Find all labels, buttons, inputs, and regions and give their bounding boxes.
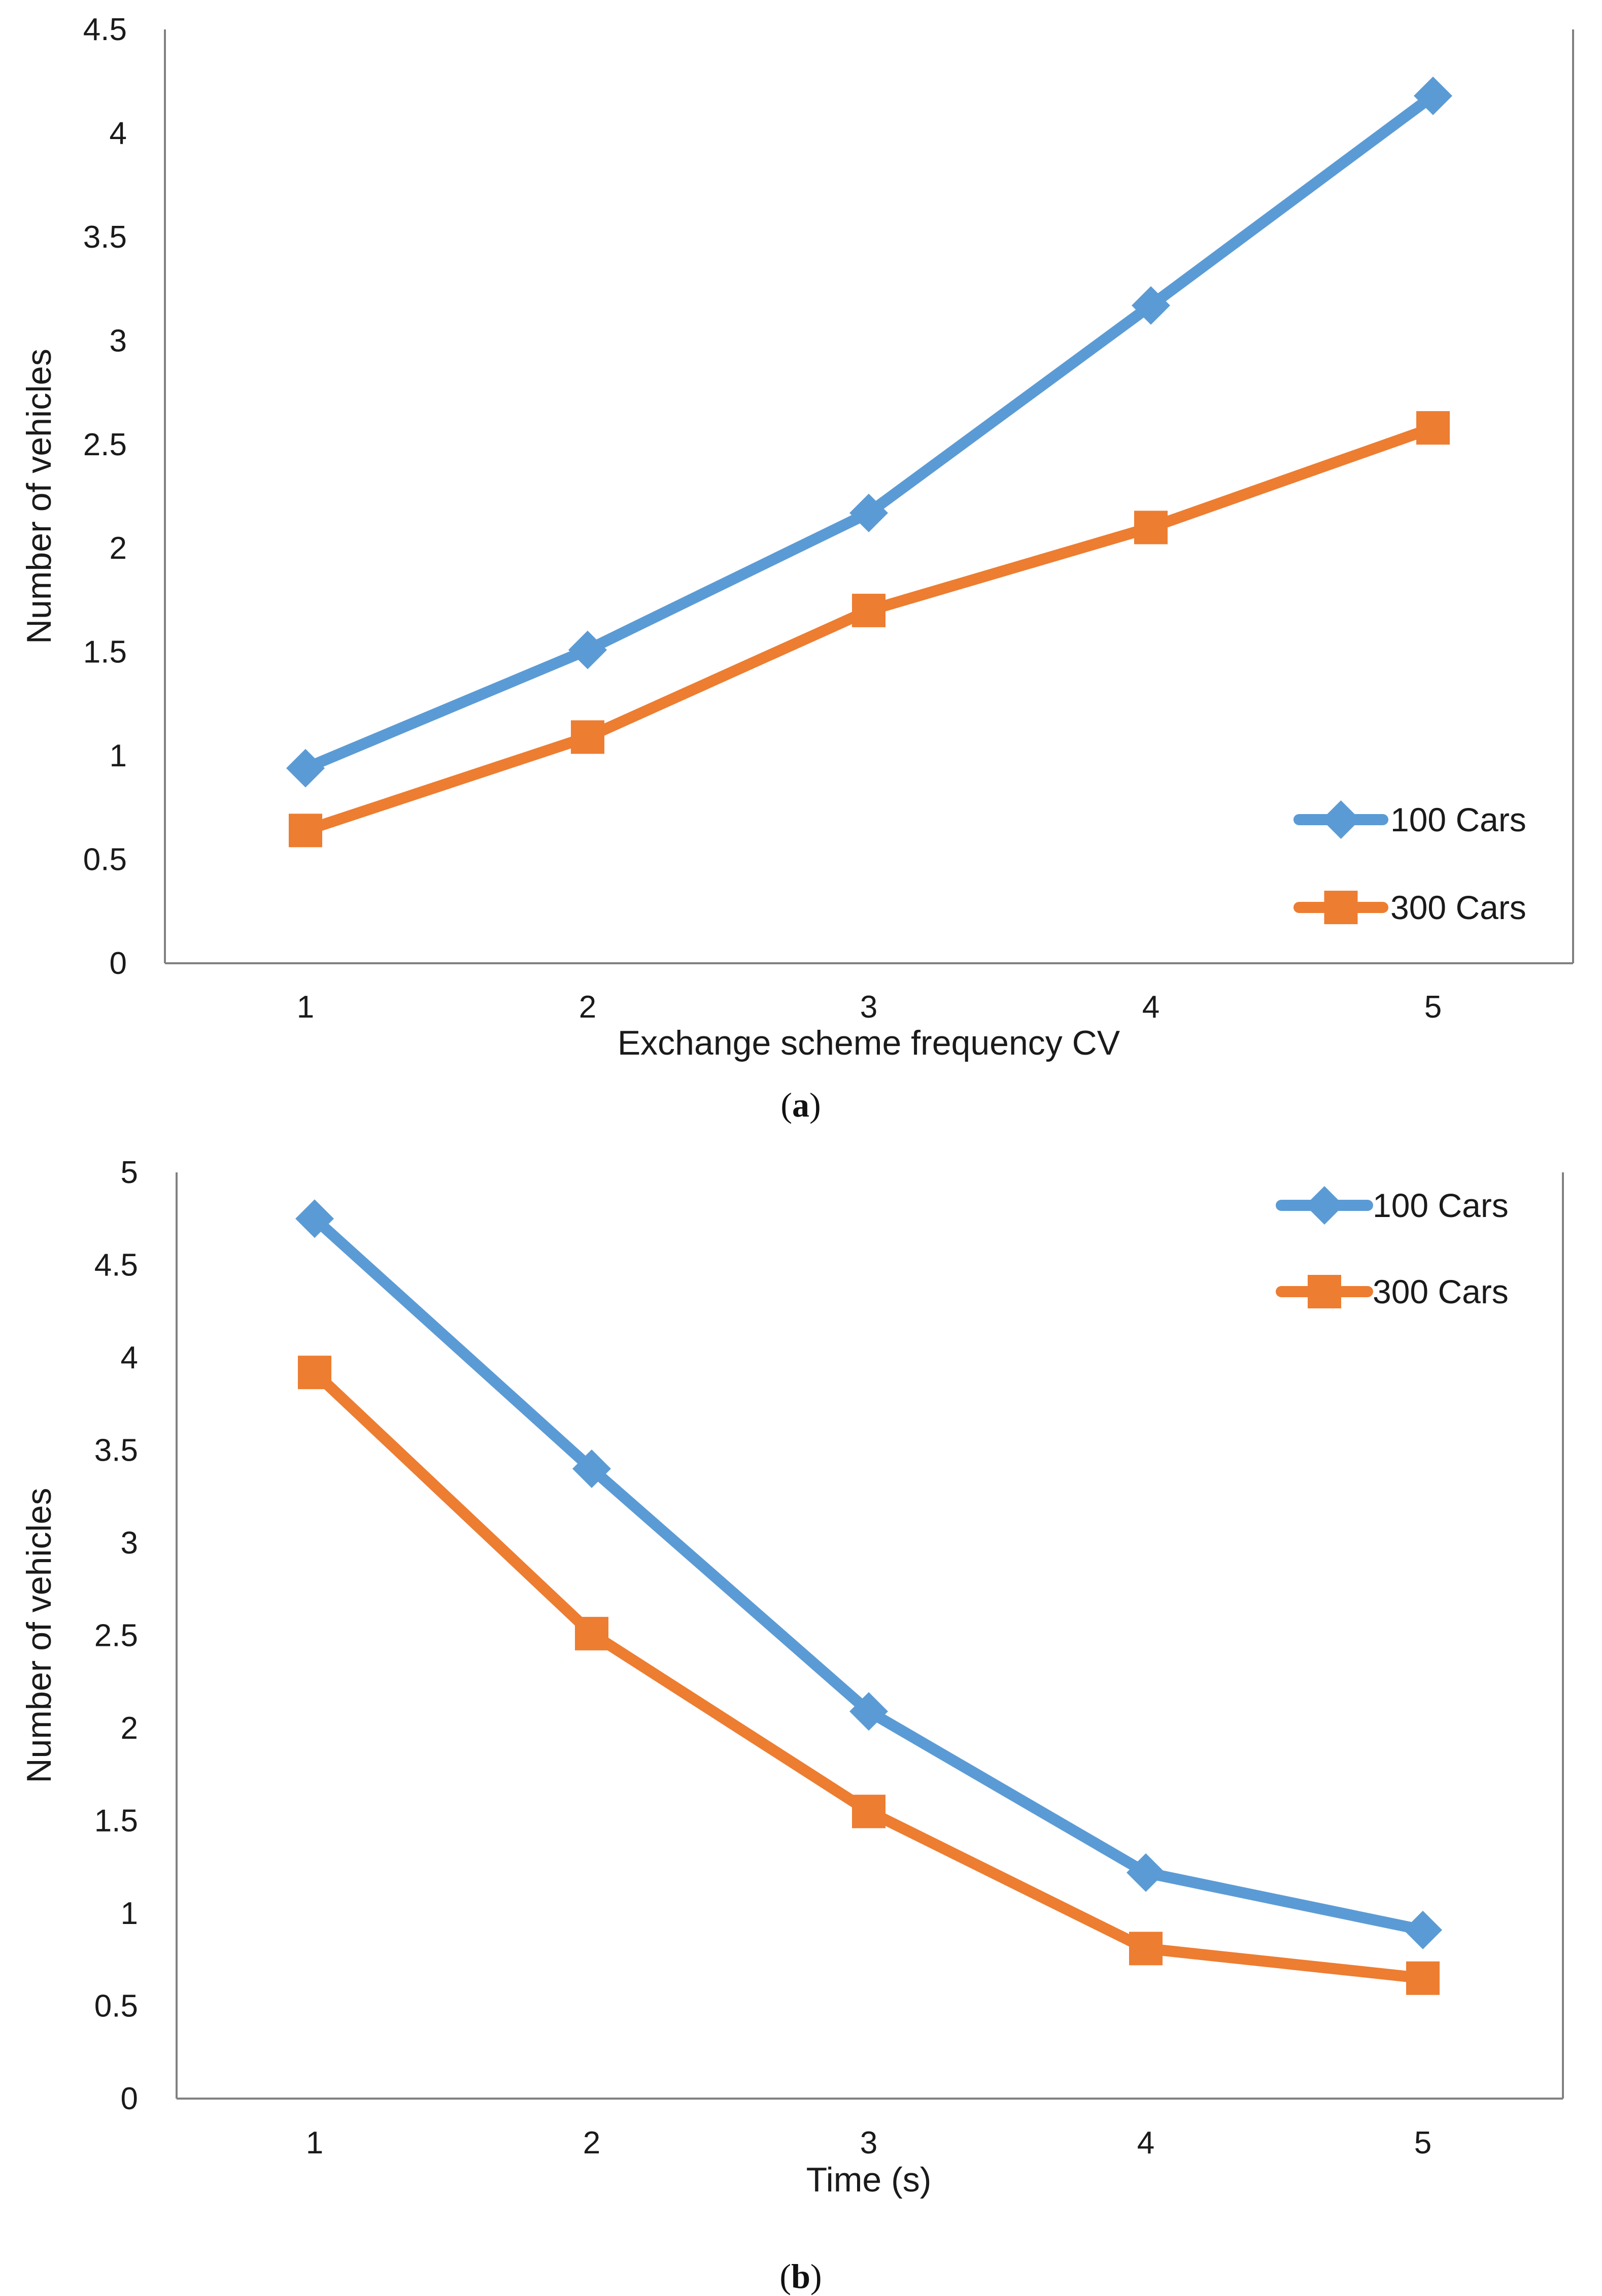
data-point-300-cars (289, 814, 322, 848)
y-tick-label: 2 (121, 1711, 138, 1746)
caption-close: ) (809, 1086, 821, 1124)
y-tick-label: 3.5 (83, 220, 127, 255)
legend-label: 100 Cars (1390, 801, 1526, 838)
panel-caption: (b) (779, 2257, 822, 2295)
y-tick-label: 4.5 (94, 1248, 138, 1283)
legend-label: 300 Cars (1373, 1273, 1509, 1310)
caption-letter: b (791, 2257, 810, 2295)
chart-a: 0 0.5 1 1.5 2 2.5 3 3.5 4 4.5 1 2 3 4 5 Exchange scheme… (20, 12, 1574, 1124)
y-tick-label: 1.5 (83, 635, 127, 670)
data-point-300-cars (1416, 411, 1450, 445)
y-tick-label: 2.5 (94, 1618, 138, 1653)
y-tick-label: 1 (121, 1896, 138, 1931)
y-tick-label: 5 (121, 1155, 138, 1190)
legend-marker (1308, 1275, 1341, 1308)
series-line-300-cars (300, 422, 1439, 836)
data-point-100-cars (1127, 1853, 1165, 1892)
caption-open: ( (780, 1086, 792, 1124)
chart-b: 0 0.5 1 1.5 2 2.5 3 3.5 4 4.5 5 1 2 3 4 5 Time (s) Number… (20, 1155, 1564, 2295)
y-tick-label: 4 (110, 116, 127, 151)
caption-close: ) (810, 2257, 822, 2295)
series-line-100-cars (300, 90, 1439, 774)
data-point-100-cars (1132, 286, 1170, 325)
x-tick-label: 5 (1414, 2125, 1431, 2160)
y-tick-label: 3 (121, 1526, 138, 1561)
data-point-100-cars (1404, 1910, 1442, 1949)
legend-marker (1305, 1186, 1344, 1225)
data-point-300-cars (1129, 1932, 1163, 1966)
y-tick-label: 1.5 (94, 1804, 138, 1839)
x-tick-label: 1 (297, 990, 314, 1025)
data-point-100-cars (286, 749, 325, 788)
data-point-100-cars (568, 630, 607, 669)
x-tick-label: 3 (860, 2125, 877, 2160)
y-tick-label: 3 (110, 323, 127, 358)
y-tick-label: 0.5 (83, 842, 127, 877)
y-tick-label: 0.5 (94, 1989, 138, 2024)
data-point-300-cars (571, 720, 604, 754)
x-tick-label: 5 (1424, 990, 1442, 1025)
y-tick-label: 0 (110, 946, 127, 981)
x-axis-title: Exchange scheme frequency CV (618, 1024, 1120, 1062)
x-tick-label: 2 (579, 990, 596, 1025)
y-tick-label: 2.5 (83, 427, 127, 462)
legend-marker (1321, 800, 1360, 839)
x-tick-label: 4 (1142, 990, 1160, 1025)
y-tick-label: 1 (110, 738, 127, 773)
data-point-100-cars (295, 1199, 334, 1238)
y-tick-label: 2 (110, 531, 127, 566)
data-point-300-cars (298, 1356, 331, 1390)
legend-marker (1324, 891, 1358, 924)
y-axis-title: Number of vehicles (20, 1488, 58, 1783)
caption-letter: a (792, 1086, 809, 1124)
x-tick-label: 4 (1137, 2125, 1154, 2160)
data-point-300-cars (1134, 511, 1168, 545)
data-point-300-cars (1406, 1961, 1440, 1995)
y-tick-label: 4 (121, 1340, 138, 1375)
legend-label: 300 Cars (1390, 889, 1526, 926)
data-point-300-cars (852, 1795, 885, 1829)
y-axis-title: Number of vehicles (20, 349, 58, 644)
data-point-100-cars (1414, 76, 1452, 115)
series-line-300-cars (309, 1367, 1428, 1984)
legend-label: 100 Cars (1373, 1187, 1509, 1224)
data-point-300-cars (575, 1616, 608, 1650)
y-tick-label: 4.5 (83, 12, 127, 47)
x-tick-label: 1 (306, 2125, 323, 2160)
panel-caption: (a) (780, 1086, 821, 1124)
y-tick-label: 3.5 (94, 1433, 138, 1468)
data-point-100-cars (849, 493, 888, 532)
x-tick-label: 2 (583, 2125, 600, 2160)
data-point-100-cars (572, 1449, 611, 1488)
x-tick-label: 3 (860, 990, 877, 1025)
x-axis-title: Time (s) (806, 2160, 932, 2199)
caption-open: ( (779, 2257, 791, 2295)
y-tick-label: 0 (121, 2081, 138, 2116)
data-point-100-cars (849, 1692, 888, 1731)
data-point-300-cars (852, 593, 885, 627)
